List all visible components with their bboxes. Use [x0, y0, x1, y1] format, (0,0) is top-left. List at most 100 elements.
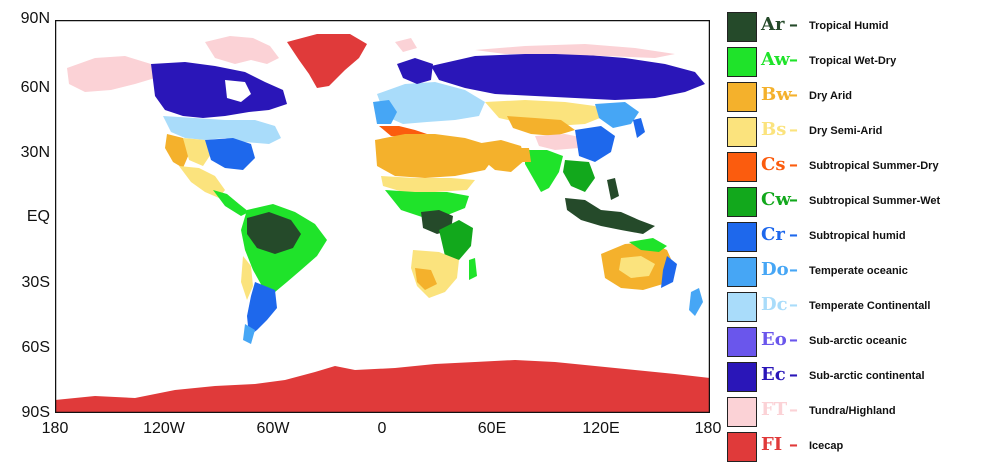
legend-label: Icecap — [809, 440, 844, 452]
legend-item-aw: Aw – Tropical Wet-Dry — [727, 47, 997, 77]
region-kalahari — [415, 268, 437, 290]
region-arabia — [475, 140, 525, 172]
region-us-west-arid — [165, 134, 189, 168]
region-indochina — [563, 160, 595, 192]
legend-swatch — [727, 12, 757, 42]
lat-label-90n: 90N — [20, 10, 50, 27]
region-mexico — [179, 166, 225, 198]
legend-dash: – — [789, 119, 798, 140]
legend-label: Temperate Continentall — [809, 300, 931, 312]
legend-dash: – — [789, 14, 798, 35]
region-china-humid — [575, 126, 615, 162]
legend-swatch — [727, 327, 757, 357]
region-svalbard — [395, 38, 417, 52]
legend-dash: – — [789, 49, 798, 70]
region-patagonia — [247, 282, 277, 336]
legend-dash: – — [789, 259, 798, 280]
legend-item-bs: Bs – Dry Semi-Arid — [727, 117, 997, 147]
region-australia-semiarid — [619, 256, 655, 278]
region-arctic-islands — [205, 36, 279, 64]
region-northeast-asia — [595, 102, 639, 128]
region-europe-oceanic — [373, 100, 397, 124]
legend-dash: – — [789, 189, 798, 210]
region-canada-subarctic — [151, 62, 287, 118]
legend-item-dc: Dc – Temperate Continentall — [727, 292, 997, 322]
legend-swatch — [727, 292, 757, 322]
legend-code: Cs — [761, 154, 786, 175]
region-central-america — [213, 190, 249, 216]
region-antarctica — [55, 360, 710, 413]
region-indonesia — [565, 198, 655, 234]
legend-item-bw: Bw – Dry Arid — [727, 82, 997, 112]
legend-label: Sub-arctic oceanic — [809, 335, 907, 347]
legend-item-ec: Ec – Sub-arctic continental — [727, 362, 997, 392]
region-europe-continental — [377, 82, 485, 124]
region-west-africa — [385, 190, 469, 218]
legend-dash: – — [789, 434, 798, 455]
lon-label-0: 0 — [377, 420, 387, 437]
region-central-asia-arid — [507, 116, 575, 136]
legend-item-cw: Cw – Subtropical Summer-Wet — [727, 187, 997, 217]
legend-swatch — [727, 117, 757, 147]
legend-code: Ar — [761, 14, 785, 35]
legend-swatch — [727, 47, 757, 77]
legend-code: FI — [761, 434, 783, 455]
legend-code: Ec — [761, 364, 786, 385]
lon-label-180w: 180 — [41, 420, 69, 437]
region-greenland — [287, 34, 367, 88]
lon-label-60e: 60E — [477, 420, 507, 437]
legend-dash: – — [789, 84, 798, 105]
legend-code: FT — [761, 399, 788, 420]
region-australia-east — [661, 256, 677, 288]
legend-label: Tundra/Highland — [809, 405, 896, 417]
legend-dash: – — [789, 399, 798, 420]
legend-code: Bs — [761, 119, 787, 140]
legend-dash: – — [789, 364, 798, 385]
legend-code: Cw — [761, 189, 791, 210]
lat-label-30s: 30S — [21, 274, 50, 291]
legend-label: Subtropical Summer-Dry — [809, 160, 939, 172]
region-tibet — [535, 134, 585, 150]
legend-label: Tropical Humid — [809, 20, 889, 32]
region-scandinavia — [397, 58, 433, 84]
region-us-west-semiarid — [183, 138, 211, 166]
legend-swatch — [727, 257, 757, 287]
region-alaska-tundra — [67, 56, 155, 92]
region-japan — [633, 118, 645, 138]
legend-swatch — [727, 152, 757, 182]
region-new-zealand — [689, 288, 703, 316]
region-us-southeast — [205, 138, 255, 170]
region-east-africa — [439, 220, 473, 260]
legend-item-cs: Cs – Subtropical Summer-Dry — [727, 152, 997, 182]
region-india-northwest-arid — [517, 148, 531, 162]
region-sahara — [375, 134, 497, 178]
region-south-tip — [243, 324, 255, 344]
legend-dash: – — [789, 154, 798, 175]
legend-dash: – — [789, 294, 798, 315]
legend-label: Temperate oceanic — [809, 265, 908, 277]
region-andes-arid — [241, 256, 253, 300]
legend-swatch — [727, 432, 757, 462]
region-india — [525, 150, 563, 192]
lon-label-120e: 120E — [582, 420, 620, 437]
legend-label: Dry Semi-Arid — [809, 125, 883, 137]
legend-label: Subtropical Summer-Wet — [809, 195, 941, 207]
lat-label-eq: EQ — [26, 208, 50, 225]
legend-dash: – — [789, 224, 798, 245]
lat-label-60n: 60N — [20, 79, 50, 96]
region-philippines — [607, 178, 619, 200]
lon-label-120w: 120W — [143, 420, 185, 437]
legend-item-eo: Eo – Sub-arctic oceanic — [727, 327, 997, 357]
region-madagascar — [469, 258, 477, 280]
legend-item-do: Do – Temperate oceanic — [727, 257, 997, 287]
lat-label-30n: 30N — [20, 144, 50, 161]
region-sahel — [381, 176, 475, 192]
legend-item-ft: FT – Tundra/Highland — [727, 397, 997, 427]
legend-swatch — [727, 362, 757, 392]
climate-map — [55, 20, 710, 413]
map-border — [55, 20, 710, 413]
legend-swatch — [727, 397, 757, 427]
legend-item-cr: Cr – Subtropical humid — [727, 222, 997, 252]
legend-code: Aw — [761, 49, 790, 70]
legend-label: Tropical Wet-Dry — [809, 55, 897, 67]
